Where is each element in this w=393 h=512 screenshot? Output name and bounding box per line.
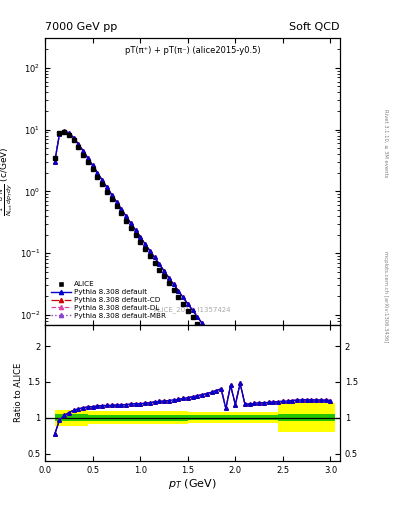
Text: Rivet 3.1.10, ≥ 3M events: Rivet 3.1.10, ≥ 3M events [384,109,388,178]
Text: pT(π⁺) + pT(π⁻) (alice2015-y0.5): pT(π⁺) + pT(π⁻) (alice2015-y0.5) [125,46,261,55]
Text: mcplots.cern.ch [arXiv:1306.3436]: mcplots.cern.ch [arXiv:1306.3436] [384,251,388,343]
Text: ALICE_2015_I1357424: ALICE_2015_I1357424 [154,306,231,313]
Text: 7000 GeV pp: 7000 GeV pp [45,22,118,32]
Legend: ALICE, Pythia 8.308 default, Pythia 8.308 default-CD, Pythia 8.308 default-DL, P: ALICE, Pythia 8.308 default, Pythia 8.30… [49,279,168,321]
X-axis label: $p_{T}$ (GeV): $p_{T}$ (GeV) [168,477,217,492]
Y-axis label: $\frac{1}{N_{tot}}\frac{d^{2}N}{dp_{T}dy}$ (c/GeV): $\frac{1}{N_{tot}}\frac{d^{2}N}{dp_{T}dy… [0,146,15,216]
Y-axis label: Ratio to ALICE: Ratio to ALICE [14,363,23,422]
Text: Soft QCD: Soft QCD [290,22,340,32]
